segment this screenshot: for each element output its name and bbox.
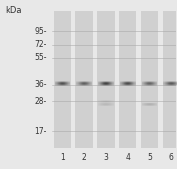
Text: kDa: kDa [5,6,21,15]
Text: 2: 2 [82,153,87,162]
Bar [54,11,71,148]
Text: 6: 6 [169,153,174,162]
Text: 5: 5 [147,153,152,162]
Bar [97,11,115,148]
Text: 36-: 36- [34,80,47,89]
Bar [162,11,177,148]
Bar [75,11,93,148]
Bar [141,11,158,148]
Text: 3: 3 [104,153,108,162]
Text: 55-: 55- [34,53,47,62]
Text: 28-: 28- [35,97,47,106]
Text: 4: 4 [125,153,130,162]
Text: 17-: 17- [34,127,47,136]
Text: 72-: 72- [34,40,47,49]
Text: 1: 1 [60,153,65,162]
Text: 95-: 95- [34,27,47,36]
Bar [119,11,136,148]
